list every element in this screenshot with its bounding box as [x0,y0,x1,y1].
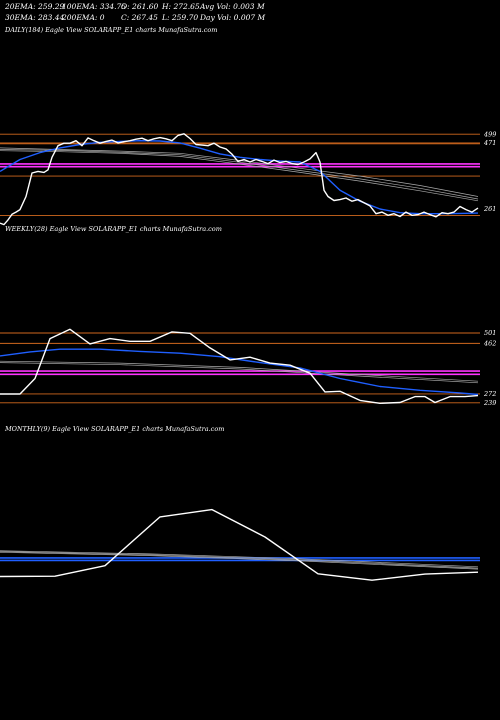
price-label-272: 272 [483,390,496,398]
series-ema_blue [0,140,479,215]
header-close: C: 267.45 [121,13,158,22]
series-close [0,328,479,405]
price-label-462: 462 [483,340,496,348]
header-day-vol: Day Vol: 0.007 M [200,13,266,22]
header-low: L: 259.70 [162,13,199,22]
header-100ema: 100EMA: 334.75 [62,2,127,11]
price-label-239: 239 [483,399,496,407]
series-close [0,508,479,581]
weekly-panel-title: WEEKLY(28) Eagle View SOLARAPP_E1 charts… [5,225,222,233]
header-200ema: 200EMA: 0 [62,13,105,22]
series-ema_blue [0,348,479,396]
header-high: H: 272.65 [162,2,200,11]
series-ma_gray_2 [0,149,479,200]
series-close [0,133,479,226]
series-ma_gray_3 [0,150,479,202]
header-avg-vol: Avg Vol: 0.003 M [200,2,265,11]
series-ma_gray_2 [0,362,479,384]
monthly-chart [0,508,480,581]
series-ma_gray_1 [0,360,479,382]
series-ma_gray_2 [0,551,479,569]
header-open: O: 261.60 [121,2,159,11]
price-label-501: 501 [484,329,496,337]
price-label-499: 499 [483,130,496,138]
series-ma_gray_3 [0,551,479,570]
daily-panel-title: DAILY(184) Eagle View SOLARAPP_E1 charts… [5,26,218,34]
price-label-261: 261 [483,205,496,213]
monthly-panel-title: MONTHLY(9) Eagle View SOLARAPP_E1 charts… [5,425,225,433]
header-20ema: 20EMA: 259.29 [5,2,65,11]
series-ma_gray_1 [0,147,479,197]
price-label-471: 471 [483,139,496,147]
header-30ema: 30EMA: 283.44 [5,13,65,22]
series-ma_gray_1 [0,550,479,568]
